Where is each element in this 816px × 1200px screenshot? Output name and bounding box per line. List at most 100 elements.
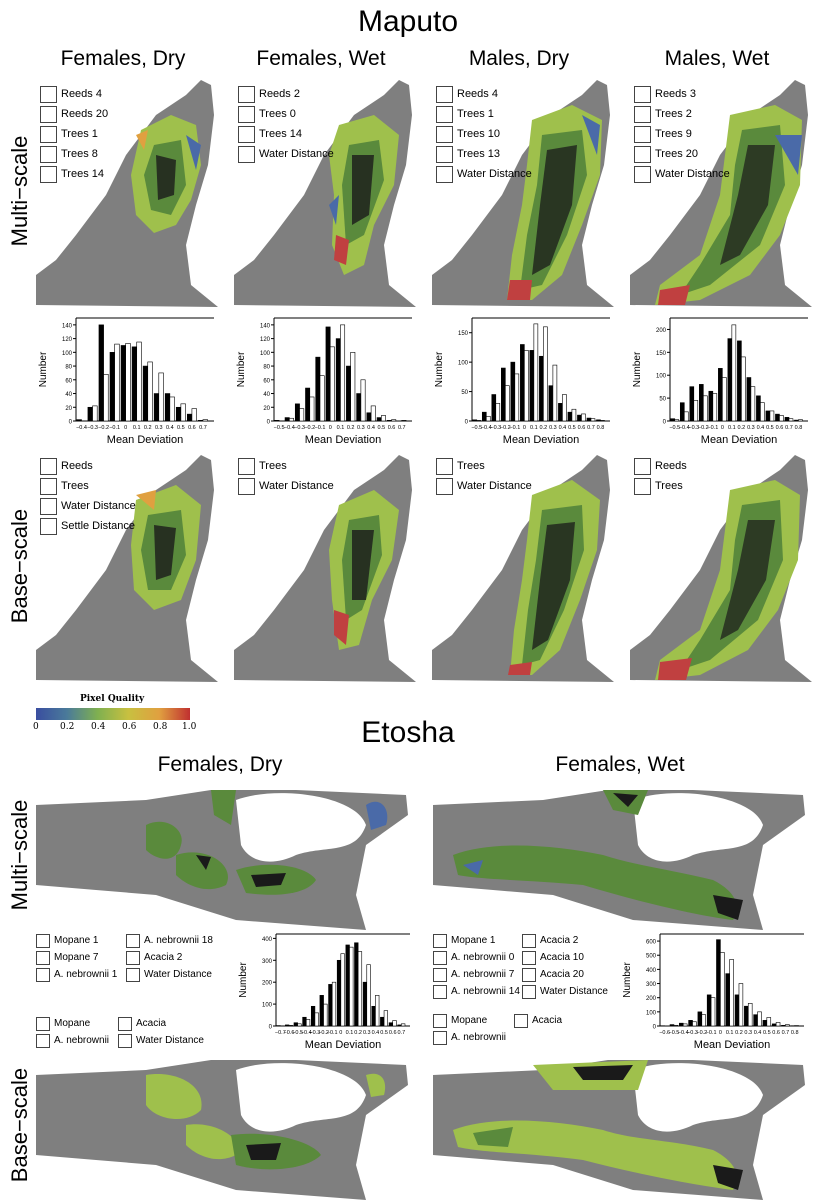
legend-label: A. nebrownii 7	[451, 969, 515, 980]
x-tick-label: −0.4	[76, 425, 87, 431]
response-curve-icon	[522, 967, 536, 982]
legend-label: Water Distance	[457, 168, 532, 180]
histogram-bar	[679, 1022, 684, 1027]
histogram-bar	[750, 386, 756, 422]
response-curve-icon	[40, 165, 57, 183]
y-tick-label: 300	[646, 982, 657, 988]
legend-item: Mopane	[433, 1012, 523, 1029]
legend-label: Water Distance	[457, 480, 532, 492]
colorbar-tick: 0	[33, 722, 39, 732]
map-etosha-female-wet-base	[433, 1060, 805, 1200]
x-tick-label: −0.3	[87, 425, 98, 431]
legend-item: Trees	[40, 476, 136, 496]
x-tick-label: −0.5	[669, 1030, 680, 1036]
histogram-bar	[514, 373, 520, 422]
legend-item: Water Distance	[238, 144, 334, 164]
response-curve-icon	[433, 1013, 447, 1028]
histogram-bar	[683, 411, 689, 422]
histogram-bar	[147, 361, 153, 422]
x-tick-label: −0.1	[706, 1030, 717, 1036]
legend-label: Water Distance	[259, 480, 334, 492]
histogram-bar	[670, 418, 676, 422]
x-tick-label: −0.4	[678, 1030, 689, 1036]
legend-item: Reeds 4	[40, 84, 108, 104]
histogram-bar	[760, 402, 765, 422]
etosha-title: Etosha	[361, 716, 455, 749]
histogram-bar	[581, 413, 586, 422]
histogram-etosha-female-dry: 0 100 200 300 400 −0.7−0.6−0.5−0.4−0.3−0.2−0.…	[238, 933, 410, 1051]
y-tick-label: 0	[653, 1025, 657, 1031]
histogram-bar	[401, 1023, 406, 1027]
legend-label: Water Distance	[540, 986, 608, 997]
etosha-col-title-2: Females, Wet	[555, 753, 685, 776]
x-tick-label: 0.3	[155, 425, 163, 431]
x-tick-label: 0.8	[795, 425, 803, 431]
histogram-bar	[744, 1005, 749, 1027]
legend-maputo-male-wet-multi: Reeds 3 Trees 2 Trees 9 Trees 20 Water D…	[634, 84, 730, 184]
histogram-bar	[169, 396, 175, 422]
y-axis-label: Number	[38, 351, 49, 387]
histogram-bar	[198, 420, 204, 422]
x-tick-label: 0.8	[597, 425, 605, 431]
histogram-bar	[495, 403, 501, 422]
histogram-bar	[370, 405, 376, 422]
histogram-bar	[712, 393, 718, 422]
response-curve-icon	[126, 950, 140, 965]
map-maputo-female-wet-multi	[234, 80, 416, 307]
response-curve-icon	[433, 984, 447, 999]
legend-label: A. nebrownii 0	[451, 952, 515, 963]
response-curve-icon	[436, 105, 453, 123]
histogram-bar	[697, 1011, 703, 1027]
histogram-bar	[788, 418, 794, 422]
legend-item: Reeds	[634, 456, 687, 476]
maputo-col-title-4: Males, Wet	[664, 47, 770, 70]
legend-maputo-female-dry-base: Reeds Trees Water Distance Settle Distan…	[40, 456, 136, 536]
histogram-bar	[689, 386, 695, 422]
response-curve-icon	[634, 125, 651, 143]
histogram-bar	[784, 417, 790, 422]
x-tick-label: −0.3	[490, 425, 501, 431]
legend-label: A. nebrownii 14	[451, 986, 520, 997]
histogram-bar	[323, 1003, 328, 1027]
x-tick-label: −0.2	[696, 1030, 707, 1036]
histogram-bar	[331, 981, 337, 1027]
colorbar-title: Pixel Quality	[80, 694, 145, 704]
y-tick-label: 600	[646, 940, 657, 946]
y-tick-label: 0	[69, 420, 73, 426]
y-tick-label: 400	[262, 937, 273, 943]
legend-item: Reeds 3	[634, 84, 730, 104]
histogram-bar	[706, 994, 712, 1027]
histogram-bar	[558, 403, 563, 422]
histogram-bar	[371, 1005, 376, 1027]
response-curve-icon	[433, 967, 447, 982]
legend-label: Trees 14	[61, 168, 105, 180]
maputo-col-title-2: Females, Wet	[256, 47, 386, 70]
histogram-bar	[548, 385, 554, 422]
response-curve-icon	[40, 477, 57, 495]
histogram-bar	[505, 385, 510, 422]
legend-label: Trees 0	[259, 108, 296, 120]
histogram-bar	[673, 1024, 679, 1027]
x-tick-label: 0.2	[347, 425, 355, 431]
histogram-bar	[539, 355, 544, 422]
legend-item: Trees 10	[436, 124, 532, 144]
histogram-bar	[699, 384, 704, 422]
histogram-bar	[524, 350, 529, 422]
histogram-bar	[362, 981, 368, 1027]
x-tick-label: 0.3	[549, 425, 557, 431]
x-axis-label: Mean Deviation	[701, 434, 777, 446]
histogram-bar	[401, 420, 407, 422]
map-etosha-female-wet-multi	[433, 790, 805, 930]
legend-item: Trees 13	[436, 144, 532, 164]
x-axis-label: Mean Deviation	[503, 434, 579, 446]
histogram-bar	[747, 1003, 753, 1027]
y-axis-label: Number	[434, 351, 445, 387]
legend-label: A. nebrownii 18	[144, 935, 213, 946]
x-tick-label: −0.2	[98, 425, 109, 431]
histogram-bar	[669, 1024, 675, 1027]
y-tick-label: 60	[65, 378, 72, 384]
legend-etosha-female-wet-base-a: Mopane A. nebrownii	[433, 1012, 523, 1046]
histogram-bar	[340, 324, 346, 422]
histogram-bar	[674, 419, 680, 422]
